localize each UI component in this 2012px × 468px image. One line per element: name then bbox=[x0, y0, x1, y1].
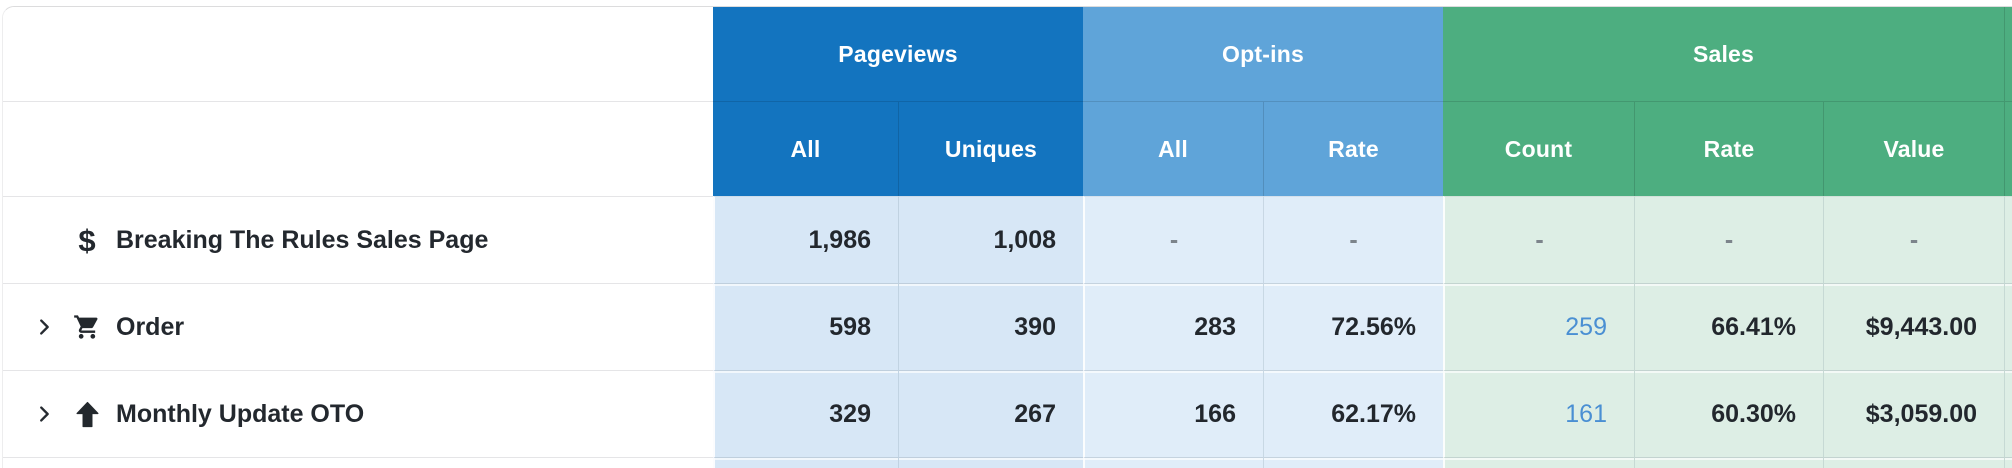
subcol-sales-count-label: Count bbox=[1504, 135, 1573, 162]
subcol-sales-value-label: Value bbox=[1883, 135, 1945, 162]
subcol-optins-all: All bbox=[1083, 101, 1263, 196]
funnel-stats-table: Pageviews Opt-ins Sales All Uniques All … bbox=[2, 6, 2012, 468]
partial-cell bbox=[1634, 457, 1823, 468]
col-group-pageviews-label: Pageviews bbox=[838, 40, 958, 67]
sales-count-cell: 161 bbox=[1443, 370, 1634, 457]
col-group-pageviews: Pageviews bbox=[713, 7, 1083, 101]
pageviews-uniques-value: 1,008 bbox=[898, 196, 1083, 283]
subcol-optins-rate: Rate bbox=[1263, 101, 1443, 196]
stats-grid: Pageviews Opt-ins Sales All Uniques All … bbox=[3, 7, 2012, 468]
shopping-cart-icon bbox=[70, 313, 104, 341]
optins-all-value: - bbox=[1083, 196, 1263, 283]
expand-chevron-icon[interactable] bbox=[33, 403, 55, 425]
pageviews-uniques-value: 390 bbox=[898, 283, 1083, 370]
partial-cell bbox=[2004, 457, 2012, 468]
sales-count-cell: 259 bbox=[1443, 283, 1634, 370]
dollar-sign-icon: $ bbox=[78, 222, 96, 258]
pageviews-all-value: 329 bbox=[713, 370, 898, 457]
partial-cell bbox=[898, 457, 1083, 468]
partial-cell bbox=[1263, 457, 1443, 468]
sales-value-value: $9,443.00 bbox=[1823, 283, 2004, 370]
subcol-pageviews-all-label: All bbox=[790, 135, 821, 162]
funnel-step-row: $ Breaking The Rules Sales Page bbox=[3, 196, 713, 283]
optins-all-value: 166 bbox=[1083, 370, 1263, 457]
partial-cell bbox=[1443, 457, 1634, 468]
partial-cell bbox=[1823, 457, 2004, 468]
subcol-pageviews-uniques: Uniques bbox=[898, 101, 1083, 196]
pageviews-all-value: 1,986 bbox=[713, 196, 898, 283]
subcol-sales-value: Value bbox=[1823, 101, 2004, 196]
cutoff-cell bbox=[2004, 370, 2012, 457]
subcol-pageviews-uniques-label: Uniques bbox=[944, 135, 1038, 162]
sales-value-value: $3,059.00 bbox=[1823, 370, 2004, 457]
header-empty-corner bbox=[3, 7, 713, 101]
optins-all-value: 283 bbox=[1083, 283, 1263, 370]
subcol-optins-rate-label: Rate bbox=[1328, 135, 1379, 162]
sales-value-value: - bbox=[1823, 196, 2004, 283]
subcol-sales-rate-label: Rate bbox=[1703, 135, 1755, 162]
col-group-sales-label: Sales bbox=[1692, 40, 1755, 67]
partial-cell bbox=[713, 457, 898, 468]
funnel-step-row: Order bbox=[3, 283, 713, 370]
optins-rate-value: 72.56% bbox=[1263, 283, 1443, 370]
cutoff-cell bbox=[2004, 196, 2012, 283]
pageviews-uniques-value: 267 bbox=[898, 370, 1083, 457]
step-label: Order bbox=[116, 312, 185, 341]
pageviews-all-value: 598 bbox=[713, 283, 898, 370]
col-group-cutoff bbox=[2004, 7, 2012, 101]
expand-chevron-icon[interactable] bbox=[33, 316, 55, 338]
col-group-optins: Opt-ins bbox=[1083, 7, 1443, 101]
sales-count-link[interactable]: 259 bbox=[1565, 312, 1607, 341]
sales-rate-value: - bbox=[1634, 196, 1823, 283]
sales-count-link[interactable]: 161 bbox=[1565, 399, 1607, 428]
sales-rate-value: 60.30% bbox=[1634, 370, 1823, 457]
optins-rate-value: - bbox=[1263, 196, 1443, 283]
col-group-sales: Sales bbox=[1443, 7, 2004, 101]
subcol-sales-count: Count bbox=[1443, 101, 1634, 196]
funnel-step-row-partial bbox=[3, 457, 713, 468]
subcol-optins-all-label: All bbox=[1158, 135, 1188, 162]
partial-cell bbox=[1083, 457, 1263, 468]
step-label: Breaking The Rules Sales Page bbox=[116, 225, 489, 254]
funnel-step-row: Monthly Update OTO bbox=[3, 370, 713, 457]
sales-count-value: - bbox=[1443, 196, 1634, 283]
step-label: Monthly Update OTO bbox=[116, 399, 365, 428]
arrow-up-icon bbox=[70, 401, 104, 428]
optins-rate-value: 62.17% bbox=[1263, 370, 1443, 457]
sales-rate-value: 66.41% bbox=[1634, 283, 1823, 370]
subcol-sales-rate: Rate bbox=[1634, 101, 1823, 196]
subheader-empty-corner bbox=[3, 101, 713, 196]
col-group-optins-label: Opt-ins bbox=[1222, 40, 1304, 67]
subcol-pageviews-all: All bbox=[713, 101, 898, 196]
cutoff-cell bbox=[2004, 283, 2012, 370]
subcol-cutoff bbox=[2004, 101, 2012, 196]
